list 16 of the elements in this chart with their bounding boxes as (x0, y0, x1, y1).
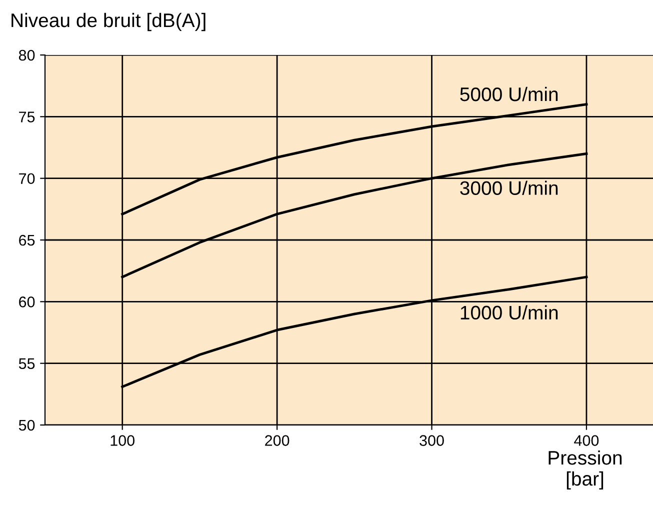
x-axis-title: Pression [bar] (548, 450, 622, 490)
y-tick-label: 80 (18, 50, 35, 61)
x-tick-label: 200 (265, 435, 290, 446)
y-tick-label: 70 (19, 173, 35, 184)
y-tick-label: 55 (18, 358, 35, 370)
series-label: 3000 U/min (460, 180, 558, 195)
x-tick-label: 300 (420, 435, 444, 446)
x-tick-label: 100 (110, 435, 135, 446)
y-tick-label: 65 (19, 234, 35, 246)
y-axis-title: Niveau de bruit [dB(A)] (12, 12, 206, 32)
x-tick-label: 400 (574, 435, 599, 446)
series-label: 5000 U/min (460, 86, 558, 102)
y-tick-label: 75 (19, 112, 35, 122)
y-tick-label: 60 (19, 296, 35, 308)
y-tick-label: 50 (18, 420, 35, 431)
series-label: 1000 U/min (460, 305, 558, 320)
